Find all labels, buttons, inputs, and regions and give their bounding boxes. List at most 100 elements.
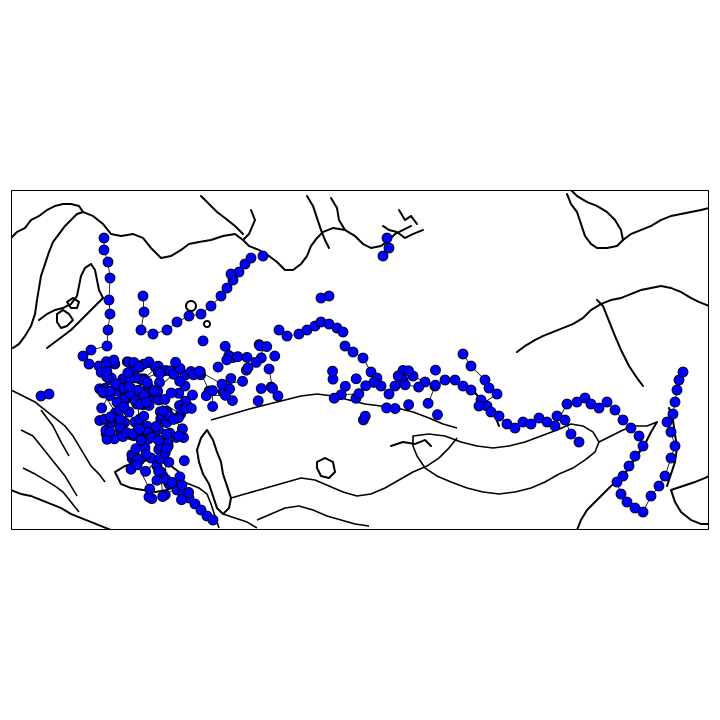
coastline-novaya-zemlya — [200, 195, 244, 235]
network-nodes — [35, 232, 689, 526]
network-node — [669, 440, 681, 452]
border-iran — [222, 513, 258, 529]
network-node — [144, 483, 156, 495]
network-node — [114, 413, 126, 425]
network-node — [207, 514, 219, 526]
network-node — [629, 450, 641, 462]
network-node — [593, 402, 605, 414]
network-node — [645, 490, 657, 502]
network-node — [422, 397, 434, 409]
coastline-okhotsk — [516, 285, 709, 353]
network-node — [118, 401, 130, 413]
map-panel — [11, 190, 709, 530]
network-node — [609, 404, 621, 416]
coastline-balkhash — [390, 439, 432, 447]
network-node — [328, 392, 340, 404]
border-central-asia — [256, 505, 370, 527]
network-node — [101, 340, 113, 352]
network-node — [347, 346, 359, 358]
network-node — [103, 294, 115, 306]
network-node — [360, 380, 372, 392]
network-node — [102, 324, 114, 336]
network-node — [573, 436, 585, 448]
network-node — [383, 242, 395, 254]
network-node — [183, 310, 195, 322]
network-node — [131, 459, 143, 471]
network-node — [104, 385, 116, 397]
network-node — [105, 411, 117, 423]
network-node — [617, 414, 629, 426]
network-node — [135, 434, 147, 446]
network-node — [483, 382, 495, 394]
network-node — [665, 452, 677, 464]
coastline-kola — [82, 211, 250, 259]
network-node — [178, 455, 190, 467]
network-node — [261, 341, 273, 352]
network-node — [659, 470, 671, 482]
network-node — [133, 361, 145, 373]
network-node — [633, 430, 645, 442]
network-node — [242, 362, 254, 374]
network-node — [147, 328, 159, 340]
network-node — [161, 428, 173, 440]
network-node — [257, 250, 269, 262]
network-node — [183, 487, 195, 498]
network-node — [221, 354, 233, 366]
network-node — [104, 272, 116, 284]
network-node — [98, 244, 110, 256]
network-node — [359, 410, 371, 422]
network-node — [154, 368, 166, 379]
network-node — [350, 373, 362, 385]
network-node — [85, 344, 97, 356]
network-node — [392, 370, 404, 382]
network-node — [137, 290, 149, 302]
network-node — [161, 324, 173, 336]
network-node — [197, 335, 209, 347]
network-node — [339, 380, 351, 392]
network-node — [141, 376, 153, 388]
network-node — [212, 361, 224, 373]
network-node — [140, 465, 151, 477]
network-node — [108, 354, 120, 366]
network-node — [130, 443, 142, 455]
network-node — [413, 381, 425, 393]
network-node — [245, 252, 257, 264]
network-node — [159, 393, 171, 405]
network-node — [101, 365, 113, 377]
network-node — [625, 422, 637, 434]
coastline-taymyr — [382, 209, 424, 239]
network-node — [173, 430, 185, 442]
network-node — [193, 365, 205, 377]
lake-onega — [203, 320, 211, 328]
network-node — [653, 480, 665, 492]
network-node — [221, 282, 233, 294]
network-node — [83, 358, 95, 370]
network-node — [661, 416, 673, 428]
network-node — [389, 403, 401, 414]
network-node — [637, 440, 649, 452]
network-node — [439, 374, 451, 386]
network-node — [353, 388, 365, 400]
network-node — [473, 400, 485, 412]
network-node — [465, 360, 477, 372]
network-node — [176, 479, 188, 491]
network-node — [269, 350, 281, 362]
network-node — [637, 506, 649, 518]
network-node — [134, 423, 145, 435]
network-node — [491, 388, 503, 400]
coastline-kamchatka — [570, 190, 644, 387]
network-node — [174, 375, 186, 387]
network-node — [96, 402, 108, 414]
network-node — [207, 401, 219, 412]
network-node — [337, 326, 349, 338]
network-node — [267, 382, 278, 394]
network-node — [77, 350, 89, 362]
border-mongolia — [412, 423, 600, 495]
network-node — [148, 385, 160, 397]
network-node — [381, 232, 393, 244]
network-node — [449, 374, 461, 386]
network-node — [166, 477, 178, 488]
network-node — [176, 494, 187, 506]
network-node — [273, 324, 285, 336]
coastline-scandinavia — [11, 203, 84, 349]
